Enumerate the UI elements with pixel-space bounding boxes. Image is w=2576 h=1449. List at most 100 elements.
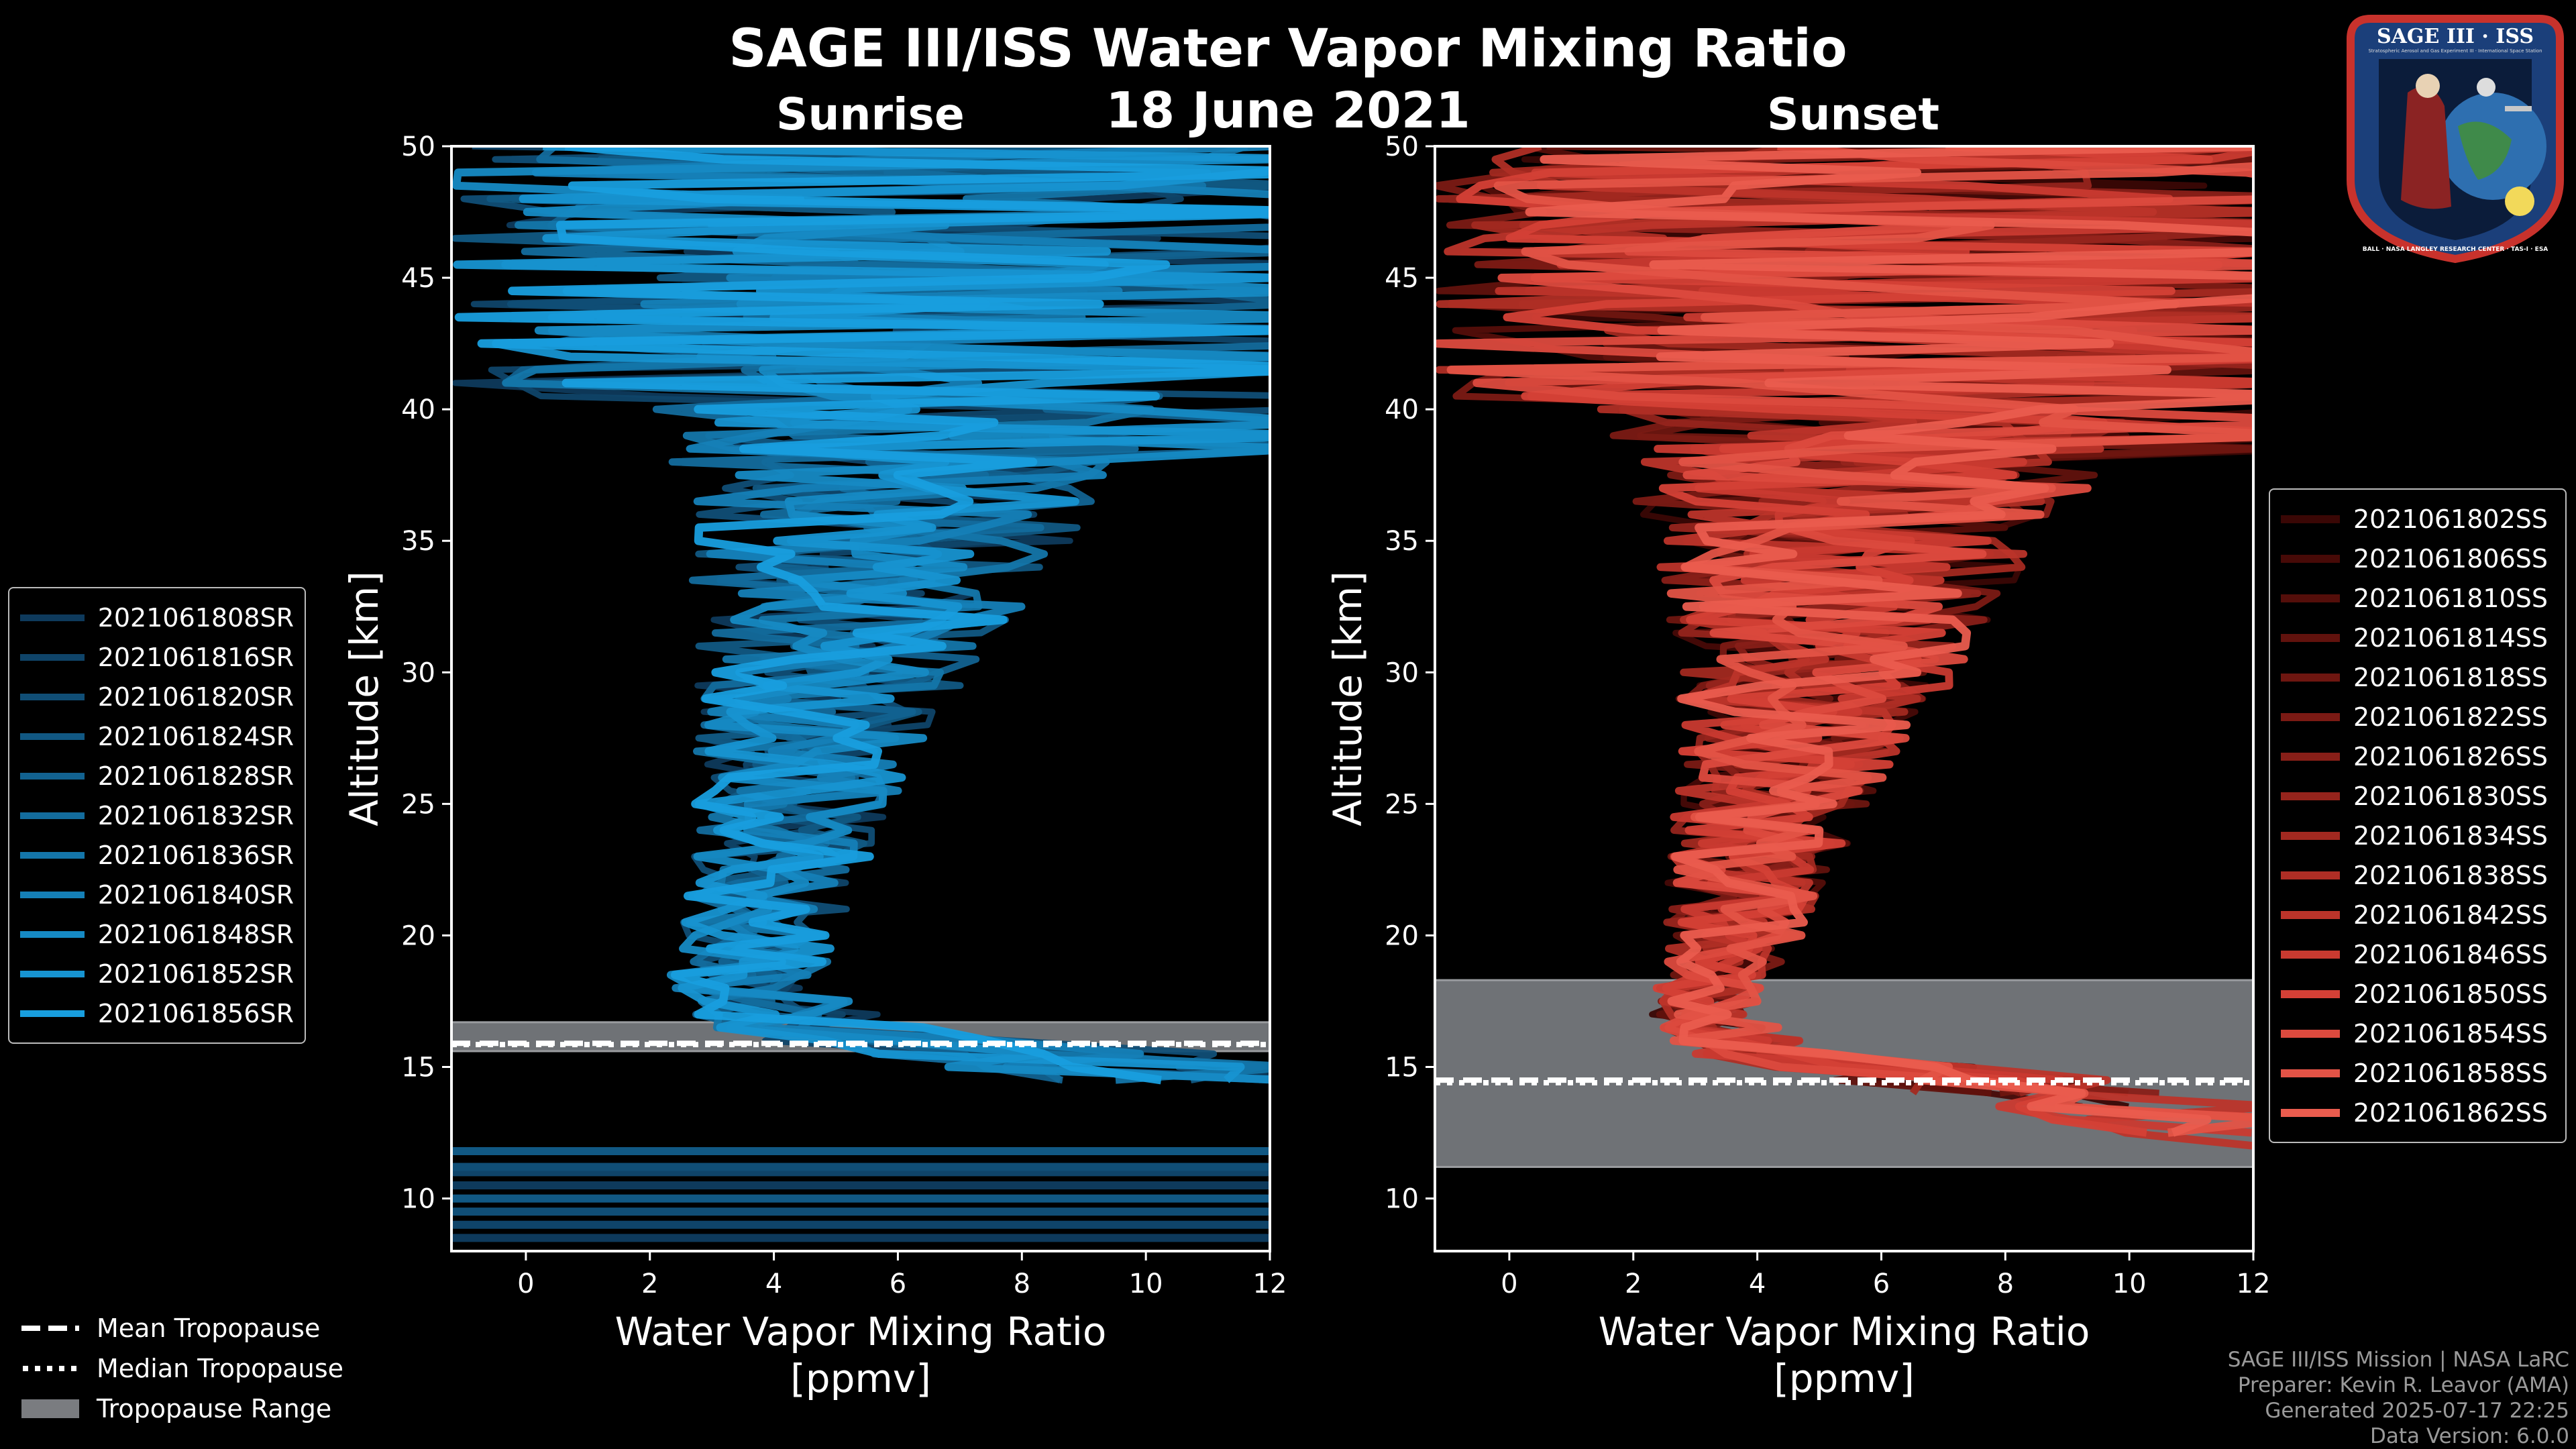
sunset-legend-swatch: [2281, 1108, 2340, 1117]
sunset-legend-item: 2021061810SS: [2281, 578, 2555, 618]
sunset-legend-label: 2021061826SS: [2353, 741, 2548, 771]
sunrise-legend-label: 2021061808SR: [97, 602, 294, 633]
sunset-legend-label: 2021061842SS: [2353, 900, 2548, 930]
logo-subtitle: Stratospheric Aerosol and Gas Experiment…: [2368, 48, 2542, 54]
sunset-profile-line: [1446, 162, 2253, 1137]
sunrise-x-tick-label: 4: [765, 1269, 782, 1299]
sunrise-y-tick-label: 20: [401, 920, 435, 951]
sunrise-y-tick-label: 30: [401, 657, 435, 688]
sunset-legend-label: 2021061846SS: [2353, 939, 2548, 969]
sunrise-y-tick-label: 50: [401, 131, 435, 162]
sunrise-legend-item: 2021061816SR: [20, 637, 294, 677]
sunset-legend-swatch: [2281, 633, 2340, 642]
sunset-y-tick-label: 10: [1385, 1184, 1419, 1215]
sunset-legend-label: 2021061850SS: [2353, 979, 2548, 1009]
sunset-legend-swatch: [2281, 1029, 2340, 1038]
sunrise-legend-swatch: [20, 851, 85, 859]
sunrise-profile-line: [454, 146, 1270, 1085]
footer-line: Data Version: 6.0.0: [2369, 1424, 2569, 1448]
sunrise-legend-label: 2021061836SR: [97, 840, 294, 870]
sunset-profile-line: [1456, 146, 2253, 1137]
sunset-x-tick-label: 4: [1749, 1269, 1766, 1299]
sunset-y-tick-label: 40: [1385, 394, 1419, 425]
sunrise-legend-item: 2021061856SR: [20, 994, 294, 1033]
sunrise-legend-label: 2021061848SR: [97, 919, 294, 949]
sunset-legend-swatch: [2281, 1069, 2340, 1077]
sunrise-x-axis-label: [ppmv]: [790, 1356, 931, 1401]
sunset-y-tick-label: 35: [1385, 526, 1419, 557]
sunset-legend-label: 2021061818SS: [2353, 662, 2548, 692]
sunset-legend-label: 2021061854SS: [2353, 1018, 2548, 1049]
sunset-legend-swatch: [2281, 910, 2340, 919]
sunrise-legend-swatch: [20, 693, 85, 700]
sunset-legend-swatch: [2281, 712, 2340, 721]
sunset-legend-item: 2021061802SS: [2281, 499, 2555, 539]
logo-title: SAGE III · ISS: [2377, 25, 2534, 48]
sunrise-legend-item: 2021061848SR: [20, 914, 294, 954]
sunrise-legend-item: 2021061808SR: [20, 598, 294, 637]
sunset-legend-item: 2021061862SS: [2281, 1093, 2555, 1132]
sunrise-x-tick-label: 2: [641, 1269, 658, 1299]
sunset-legend-item: 2021061842SS: [2281, 895, 2555, 934]
sunrise-y-tick-label: 25: [401, 789, 435, 820]
sunset-profile-line: [1435, 146, 2253, 1097]
sunrise-x-axis-label: Water Vapor Mixing Ratio: [615, 1309, 1107, 1354]
sunset-panel-title: Sunset: [1767, 89, 1940, 140]
sunset-y-tick-label: 15: [1385, 1053, 1419, 1083]
sunrise-legend-swatch: [20, 614, 85, 621]
sunrise-x-tick-label: 0: [517, 1269, 534, 1299]
figure-title: SAGE III/ISS Water Vapor Mixing Ratio: [729, 19, 1847, 79]
sunrise-legend-label: 2021061832SR: [97, 800, 294, 830]
figure-date: 18 June 2021: [1106, 82, 1470, 140]
sunrise-legend-label: 2021061816SR: [97, 642, 294, 672]
sunrise-legend-label: 2021061828SR: [97, 761, 294, 791]
sunset-legend-swatch: [2281, 792, 2340, 800]
footer-line: SAGE III/ISS Mission | NASA LaRC: [2227, 1348, 2569, 1372]
sunset-legend-item: 2021061850SS: [2281, 974, 2555, 1014]
logo-ring-text: BALL · NASA LANGLEY RESEARCH CENTER · TA…: [2363, 246, 2548, 253]
sunset-legend-label: 2021061862SS: [2353, 1097, 2548, 1128]
sunrise-y-tick-label: 40: [401, 394, 435, 425]
footer-credits: SAGE III/ISS Mission | NASA LaRC Prepare…: [2228, 1347, 2569, 1449]
mean-tropopause-swatch: [21, 1326, 79, 1331]
tropopause-legend: Mean Tropopause Median Tropopause Tropop…: [20, 1308, 343, 1429]
sunset-legend-item: 2021061814SS: [2281, 618, 2555, 657]
sunset-legend-label: 2021061834SS: [2353, 820, 2548, 851]
sunset-y-tick-label: 25: [1385, 789, 1419, 820]
sunrise-panel-title: Sunrise: [776, 89, 965, 140]
sunset-legend-label: 2021061838SS: [2353, 860, 2548, 890]
sunset-y-tick-label: 20: [1385, 920, 1419, 951]
tropopause-range-swatch: [21, 1399, 79, 1418]
sunset-legend-item: 2021061858SS: [2281, 1053, 2555, 1093]
sunrise-y-tick-label: 10: [401, 1184, 435, 1215]
sunset-legend-swatch: [2281, 752, 2340, 761]
sunrise-y-axis-label: Altitude [km]: [341, 571, 387, 826]
sage-iii-iss-mission-logo: SAGE III · ISS Stratospheric Aerosol and…: [2347, 15, 2564, 264]
sunset-legend-label: 2021061806SS: [2353, 543, 2548, 574]
sunset-legend-item: 2021061806SS: [2281, 539, 2555, 578]
sunrise-x-tick-label: 12: [1253, 1269, 1287, 1299]
sunset-legend-swatch: [2281, 554, 2340, 563]
sunset-x-tick-label: 12: [2237, 1269, 2271, 1299]
sunset-legend-swatch: [2281, 950, 2340, 959]
sunset-x-tick-label: 6: [1873, 1269, 1890, 1299]
sunset-legend-label: 2021061810SS: [2353, 583, 2548, 613]
sunset-y-tick-label: 30: [1385, 657, 1419, 688]
sunrise-y-tick-label: 35: [401, 526, 435, 557]
sunset-legend-item: 2021061830SS: [2281, 776, 2555, 816]
sunset-profiles: [1435, 146, 2253, 1150]
sunset-legend-label: 2021061858SS: [2353, 1058, 2548, 1088]
sunrise-legend-label: 2021061856SR: [97, 998, 294, 1028]
sunset-x-tick-label: 0: [1501, 1269, 1517, 1299]
sunset-x-tick-label: 8: [1997, 1269, 2014, 1299]
sunrise-legend-swatch: [20, 772, 85, 780]
tropopause-legend-mean: Mean Tropopause: [20, 1308, 343, 1348]
sunrise-legend-item: 2021061828SR: [20, 756, 294, 796]
sunset-legend: 2021061802SS 2021061806SS 2021061810SS 2021…: [2269, 488, 2567, 1143]
sunset-legend-item: 2021061826SS: [2281, 737, 2555, 776]
sunset-legend-swatch: [2281, 673, 2340, 682]
median-tropopause-swatch: [23, 1366, 79, 1371]
sunrise-legend-item: 2021061820SR: [20, 677, 294, 716]
